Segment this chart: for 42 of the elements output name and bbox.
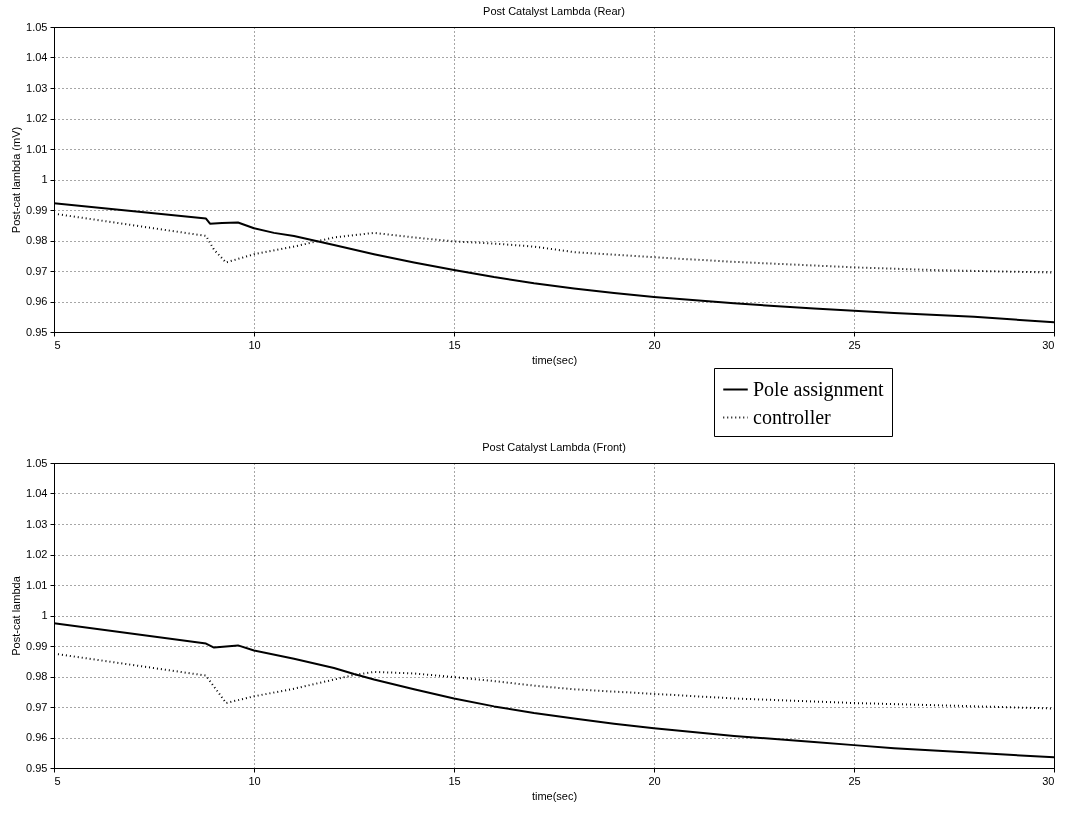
y-tick-label: 1 bbox=[41, 173, 48, 185]
y-tick-label: 1.04 bbox=[26, 51, 48, 63]
y-tick-label: 0.96 bbox=[26, 295, 48, 307]
x-tick-label: 15 bbox=[448, 774, 461, 787]
y-tick-label: 1.03 bbox=[26, 81, 48, 94]
y-tick-label: 0.98 bbox=[26, 670, 48, 682]
y-tick-label: 1.03 bbox=[26, 517, 48, 530]
y-tick-label: 0.97 bbox=[26, 264, 48, 277]
x-tick-label: 10 bbox=[248, 774, 261, 787]
y-tick-label: 0.97 bbox=[26, 700, 48, 713]
y-tick-label: 0.96 bbox=[26, 731, 48, 743]
x-axis-title: time(sec) bbox=[531, 353, 578, 366]
x-tick-label: 5 bbox=[54, 338, 61, 351]
chart-title: Post Catalyst Lambda (Rear) bbox=[483, 5, 625, 17]
y-tick-label: 1 bbox=[41, 609, 48, 621]
x-tick-label: 30 bbox=[1042, 338, 1055, 351]
x-tick-label: 10 bbox=[248, 338, 261, 351]
y-tick-label: 1.05 bbox=[26, 456, 48, 469]
y-tick-label: 1.02 bbox=[26, 548, 48, 560]
y-tick-label: 1.05 bbox=[26, 20, 48, 33]
y-tick-label: 0.95 bbox=[26, 761, 48, 774]
x-tick-label: 25 bbox=[848, 774, 861, 787]
x-tick-label: 20 bbox=[648, 774, 661, 787]
y-tick-label: 1.01 bbox=[26, 578, 48, 591]
x-tick-label: 5 bbox=[54, 774, 61, 787]
x-tick-label: 30 bbox=[1042, 774, 1055, 787]
y-tick-label: 1.04 bbox=[26, 487, 48, 499]
y-tick-label: 0.99 bbox=[26, 639, 48, 652]
chart-title: Post Catalyst Lambda (Front) bbox=[482, 441, 626, 453]
legend-label: controller bbox=[753, 405, 832, 428]
y-tick-label: 1.02 bbox=[26, 112, 48, 124]
y-axis-title: Post-cat lambda (mV) bbox=[10, 126, 23, 234]
legend-label: Pole assignment bbox=[753, 377, 884, 401]
y-tick-label: 0.98 bbox=[26, 234, 48, 246]
x-tick-label: 15 bbox=[448, 338, 461, 351]
x-tick-label: 25 bbox=[848, 338, 861, 351]
x-tick-label: 20 bbox=[648, 338, 661, 351]
y-axis-title: Post-cat lambda bbox=[10, 575, 23, 656]
y-tick-label: 0.95 bbox=[26, 325, 48, 338]
x-axis-title: time(sec) bbox=[531, 789, 578, 802]
y-tick-label: 1.01 bbox=[26, 142, 48, 155]
y-tick-label: 0.99 bbox=[26, 203, 48, 216]
